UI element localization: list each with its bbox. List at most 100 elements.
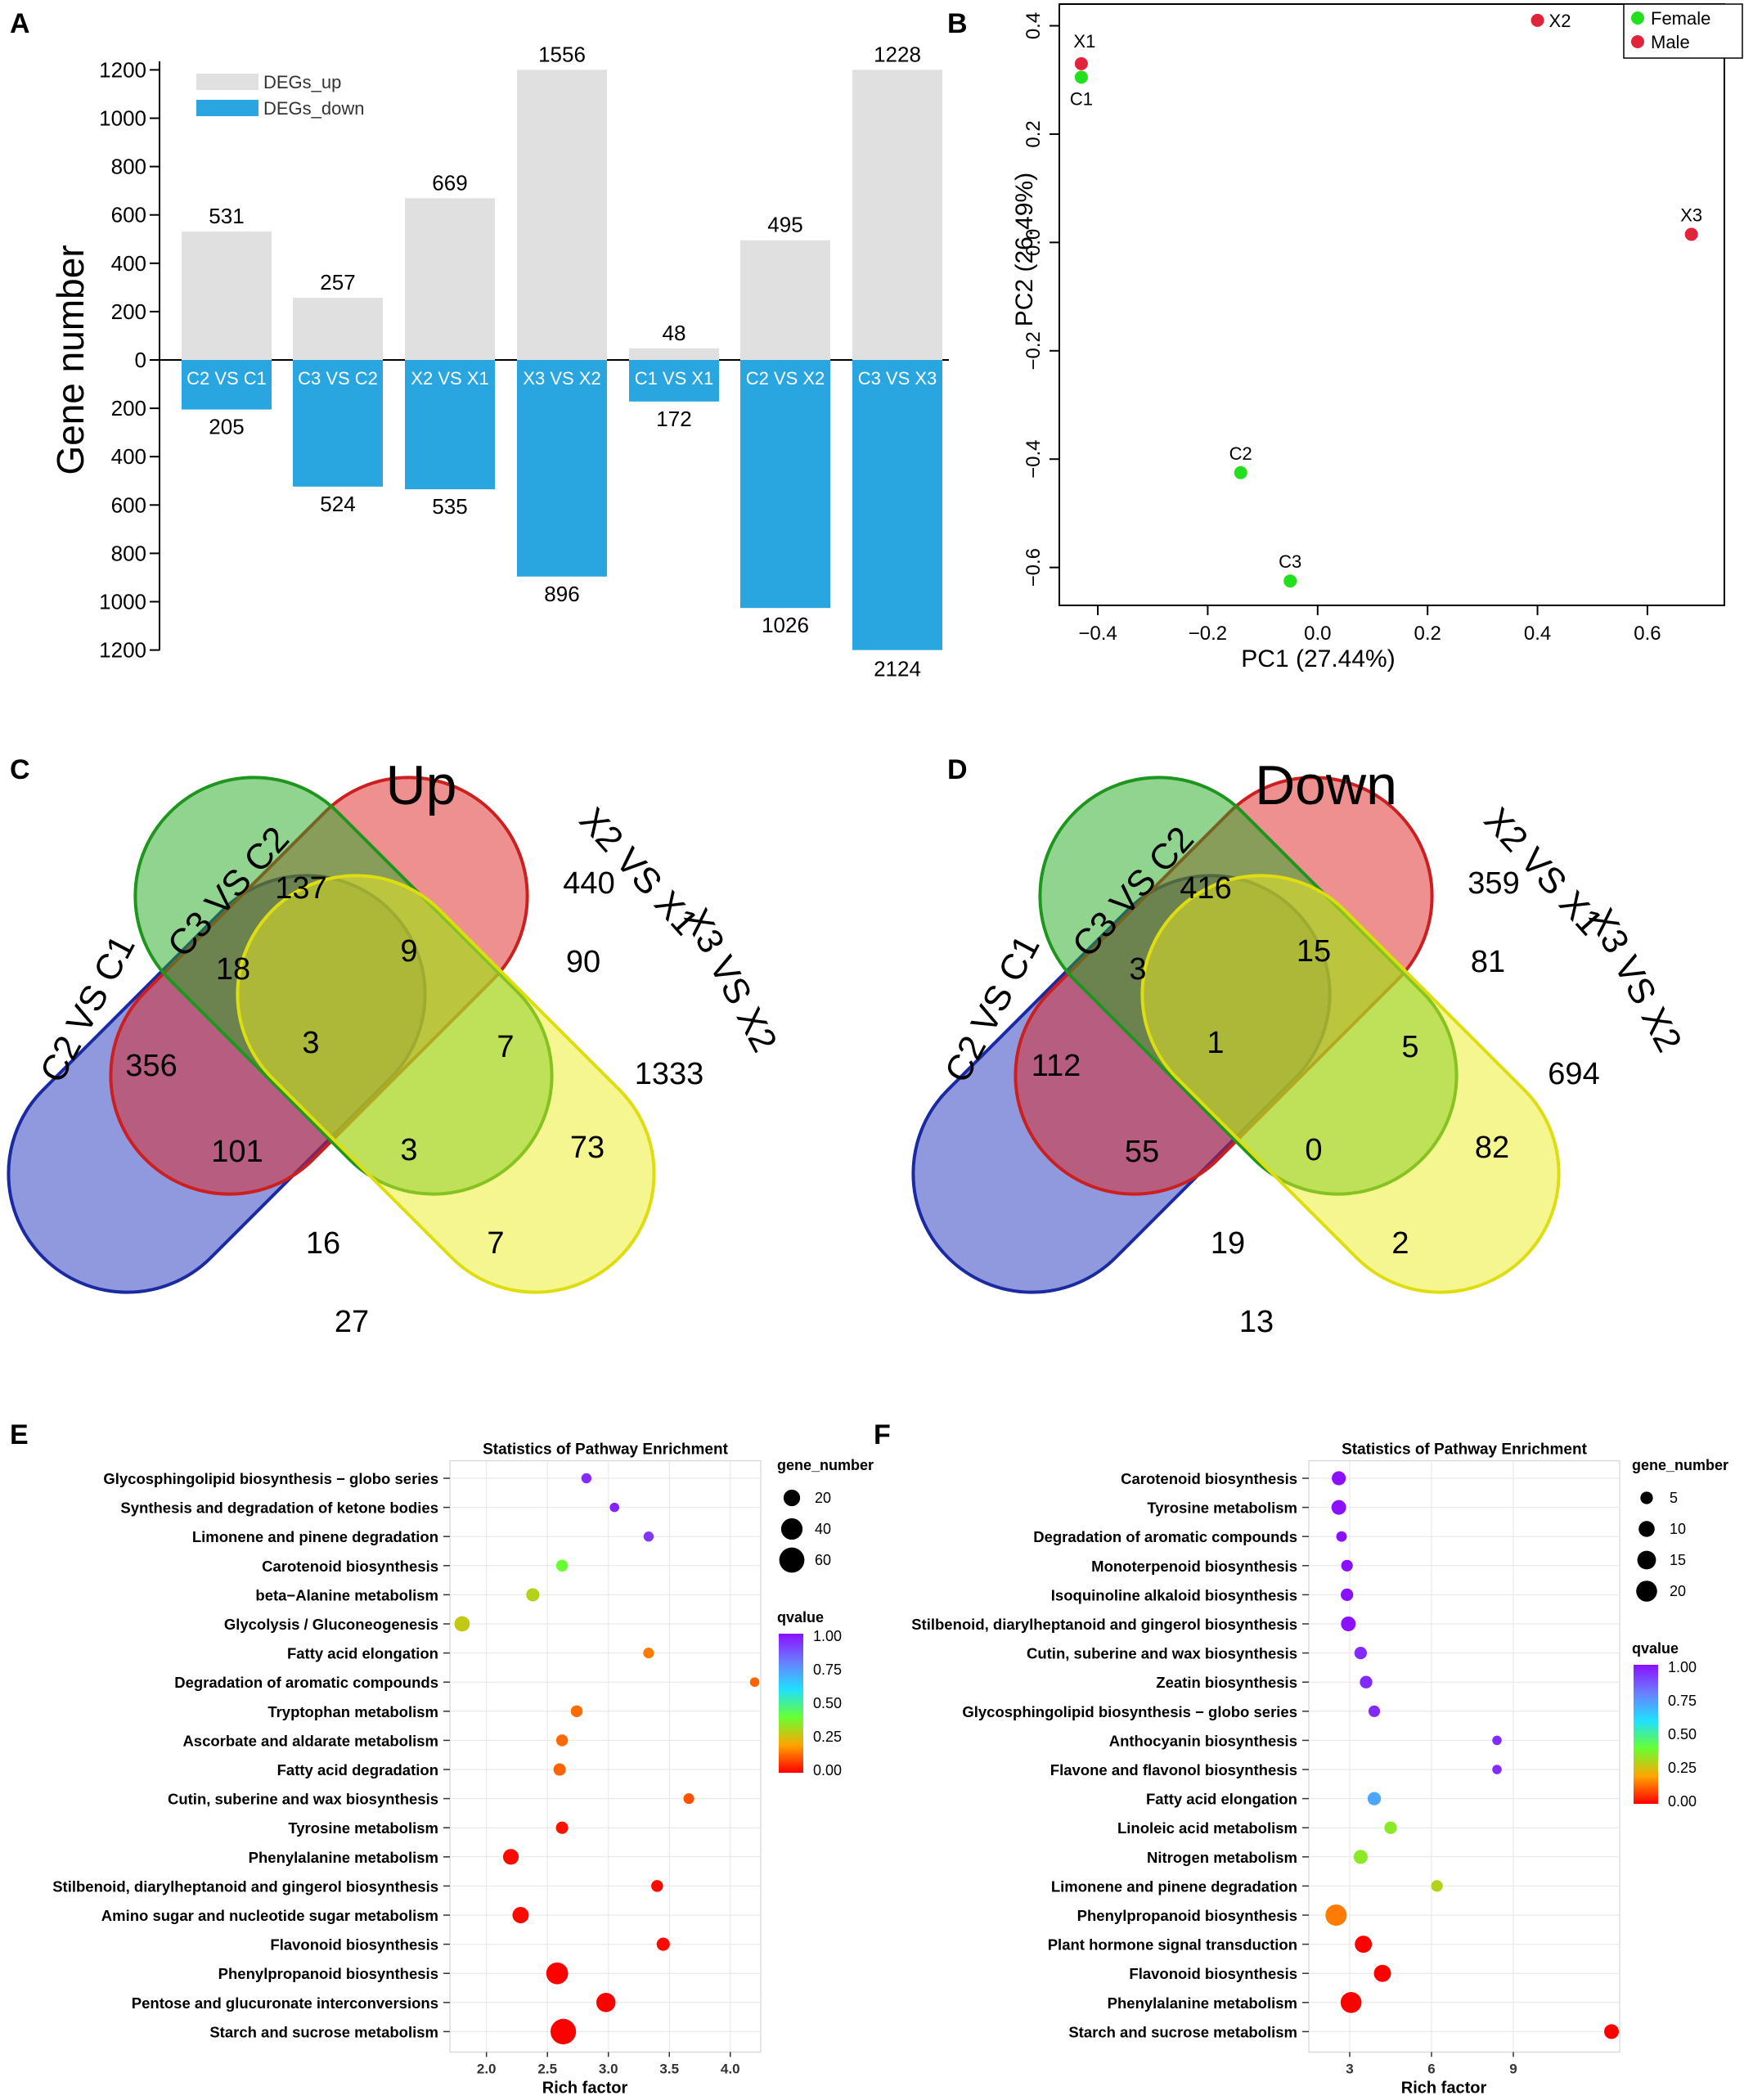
category-label: X3 VS X2 [523, 368, 600, 389]
venn-region-count: 1 [1207, 1026, 1224, 1060]
panel-letter-d: D [947, 754, 968, 785]
size-legend-dot [1640, 1491, 1653, 1504]
enrichment-dot [643, 1531, 654, 1542]
plot-frame [1059, 3, 1725, 606]
y-tick-label: 800 [111, 155, 146, 179]
venn-region-count: 7 [487, 1226, 504, 1261]
y-tick-label: 400 [111, 251, 146, 276]
pathway-label: Phenylalanine metabolism [249, 1849, 438, 1866]
size-legend-label: 60 [815, 1552, 831, 1568]
size-legend-title: gene_number [1632, 1457, 1728, 1473]
y-tick-label: 800 [111, 541, 146, 565]
enrichment-dot [1341, 1616, 1356, 1632]
panel-letter-c: C [10, 754, 30, 785]
pathway-label: Fatty acid elongation [287, 1645, 438, 1662]
bar-down-value-label: 172 [656, 407, 691, 431]
x-tick-label: 9 [1509, 2061, 1517, 2076]
venn-region-count: 15 [1297, 934, 1331, 969]
legend-marker [1631, 11, 1644, 25]
bar-down [517, 360, 607, 577]
bar-down-value-label: 1026 [762, 613, 809, 637]
pathway-label: Fatty acid degradation [277, 1761, 438, 1778]
point-label: C3 [1279, 551, 1301, 572]
venn-region-count: 440 [563, 866, 614, 901]
pathway-label: Flavonoid biosynthesis [270, 1936, 438, 1954]
y-axis-label: Gene number [49, 245, 92, 474]
venn-region-count: 101 [211, 1135, 263, 1169]
bar-down [852, 360, 942, 650]
enrichment-dot [526, 1588, 540, 1602]
enrichment-dot [1340, 1992, 1362, 2013]
venn-region-count: 82 [1475, 1131, 1509, 1165]
enrichment-dot [581, 1473, 592, 1484]
x-tick-label: −0.4 [1078, 623, 1117, 645]
y-tick-label: 400 [111, 444, 146, 469]
venn-region-count: 13 [1239, 1305, 1274, 1339]
x-tick-label: −0.2 [1189, 623, 1227, 645]
panel-letter-e: E [10, 1419, 29, 1450]
venn-region-count: 7 [497, 1030, 514, 1064]
venn-set-label: X3 VS X2 [1580, 902, 1689, 1058]
enrichment-dot [1331, 1500, 1346, 1515]
enrichment-dot [1353, 1850, 1368, 1864]
pathway-label: Stilbenoid, diarylheptanoid and gingerol… [911, 1616, 1297, 1633]
x-tick-label: 0.6 [1634, 623, 1661, 645]
pathway-label: Nitrogen metabolism [1147, 1849, 1297, 1866]
venn-set-label: X3 VS X2 [676, 902, 784, 1058]
point-label: C2 [1229, 443, 1252, 464]
pathway-label: Glycolysis / Gluconeogenesis [224, 1616, 438, 1633]
scatter-point [1530, 13, 1544, 27]
pathway-label: Flavonoid biosynthesis [1129, 1965, 1297, 1982]
bar-up [517, 70, 607, 361]
y-tick-label: −0.2 [1023, 331, 1045, 370]
y-tick-label: −0.4 [1023, 440, 1045, 479]
chart-f-pathway-enrichment: Statistics of Pathway Enrichment Caroteno… [911, 1441, 1728, 2098]
x-tick-label: 0.4 [1524, 623, 1551, 645]
y-tick-label: 0 [135, 348, 146, 372]
enrichment-dot [596, 1993, 616, 2012]
bar-up-value-label: 48 [663, 321, 686, 345]
enrichment-dot [1373, 1964, 1391, 1982]
legend-label: DEGs_down [263, 98, 365, 119]
enrichment-dot [683, 1793, 694, 1805]
point-label: X1 [1073, 31, 1095, 52]
x-tick-label: 3 [1346, 2061, 1353, 2076]
size-legend-label: 10 [1670, 1521, 1686, 1537]
bar-down-value-label: 535 [432, 494, 467, 519]
y-tick-label: 600 [111, 492, 146, 517]
venn-title: Down [1255, 754, 1397, 816]
enrichment-dot [1332, 1471, 1346, 1486]
size-legend-title: gene_number [777, 1457, 874, 1473]
pathway-label: Pentose and glucuronate interconversions [132, 1994, 438, 2012]
size-legend-dot [783, 1489, 801, 1507]
enrichment-dot [1325, 1904, 1347, 1927]
legend-label: Female [1651, 8, 1710, 29]
category-label: C2 VS C1 [187, 368, 267, 389]
point-label: C1 [1070, 88, 1093, 109]
pathway-label: Starch and sucrose metabolism [1068, 2023, 1297, 2040]
plot-background [1308, 1460, 1620, 2053]
venn-region-count: 3 [400, 1133, 417, 1167]
bar-down-value-label: 2124 [874, 657, 921, 681]
enrichment-dot [1431, 1880, 1443, 1892]
bar-up-value-label: 1556 [538, 42, 586, 66]
y-axis-label: PC2 (26.49%) [1011, 173, 1038, 326]
legend-swatch [196, 74, 258, 90]
enrichment-dot [1603, 2024, 1620, 2039]
enrichment-dot [1492, 1765, 1502, 1774]
bar-down-value-label: 896 [544, 582, 579, 606]
venn-region-count: 137 [275, 871, 326, 906]
panel-letter-a: A [10, 8, 30, 39]
enrichment-dot [1368, 1705, 1381, 1717]
bar-up-value-label: 669 [432, 170, 467, 195]
y-tick-label: 0.4 [1023, 12, 1045, 39]
color-legend-label: 1.00 [1668, 1659, 1697, 1675]
pathway-label: Cutin, suberine and wax biosynthesis [1027, 1645, 1297, 1662]
chart-title: Statistics of Pathway Enrichment [1342, 1441, 1588, 1459]
y-tick-label: 1200 [99, 638, 146, 663]
enrichment-dot [656, 1937, 670, 1951]
category-label: C3 VS C2 [298, 368, 378, 389]
bar-up [740, 240, 830, 360]
x-tick-label: 6 [1427, 2061, 1435, 2076]
venn-region-count: 3 [1129, 952, 1146, 987]
